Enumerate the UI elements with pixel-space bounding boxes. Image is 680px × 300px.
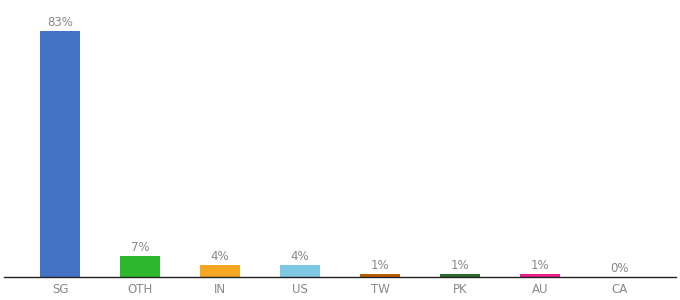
Text: 1%: 1% xyxy=(530,259,549,272)
Text: 7%: 7% xyxy=(131,241,150,254)
Bar xyxy=(200,266,240,277)
Text: 4%: 4% xyxy=(211,250,229,263)
Bar xyxy=(520,274,560,277)
Bar xyxy=(440,274,480,277)
Bar xyxy=(120,256,160,277)
Bar xyxy=(360,274,400,277)
Text: 4%: 4% xyxy=(291,250,309,263)
Text: 0%: 0% xyxy=(611,262,629,275)
Text: 83%: 83% xyxy=(47,16,73,28)
Bar xyxy=(280,266,320,277)
Text: 1%: 1% xyxy=(371,259,389,272)
Bar xyxy=(40,31,80,277)
Text: 1%: 1% xyxy=(451,259,469,272)
